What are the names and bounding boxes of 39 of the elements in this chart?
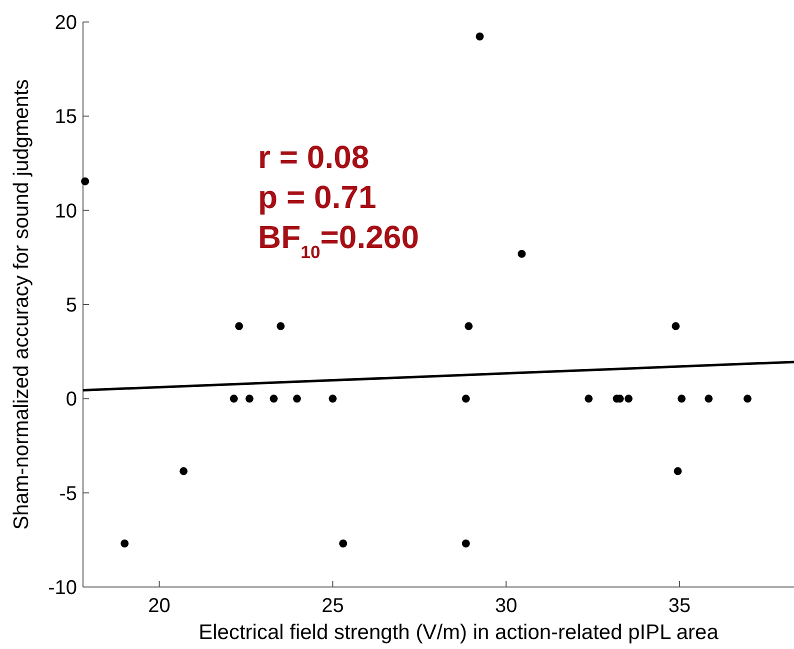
point [624,394,633,403]
point [744,394,752,403]
point [464,322,473,330]
point [518,250,526,258]
y-tick-label: 0 [66,388,77,411]
point [339,540,348,548]
point [293,394,301,403]
y-tick-label: 10 [54,200,77,222]
x-tick-label: 25 [322,595,344,617]
x-tick-label: 20 [148,595,170,617]
point [235,322,244,330]
point [674,467,682,476]
point [245,394,254,403]
point [462,540,470,548]
y-tick-label: -10 [48,577,77,599]
point [476,32,484,40]
x-tick-label: 30 [495,595,518,617]
point [462,394,470,403]
point [81,177,90,186]
point [584,394,593,403]
point [230,394,238,403]
annotation: p = 0.71 [258,179,376,215]
point [120,540,129,548]
point [180,467,188,476]
y-tick-label: 5 [66,294,77,316]
y-tick-label: 20 [54,12,77,34]
point [704,394,713,403]
y-axis-title: Sham-normalized accuracy for sound judgments [10,79,33,530]
x-axis-title: Electrical field strength (V/m) in action-related pIPL area [198,621,719,644]
point [672,322,680,330]
point [328,394,337,403]
y-tick-label: -5 [59,482,77,505]
x-tick-label: 35 [668,595,691,617]
y-tick-label: 15 [54,106,77,128]
annotation: BF$_{10}$=0.260 [258,219,419,262]
annotation: r = 0.08 [258,139,370,175]
point [270,394,278,403]
point [276,322,285,330]
point [678,394,686,403]
